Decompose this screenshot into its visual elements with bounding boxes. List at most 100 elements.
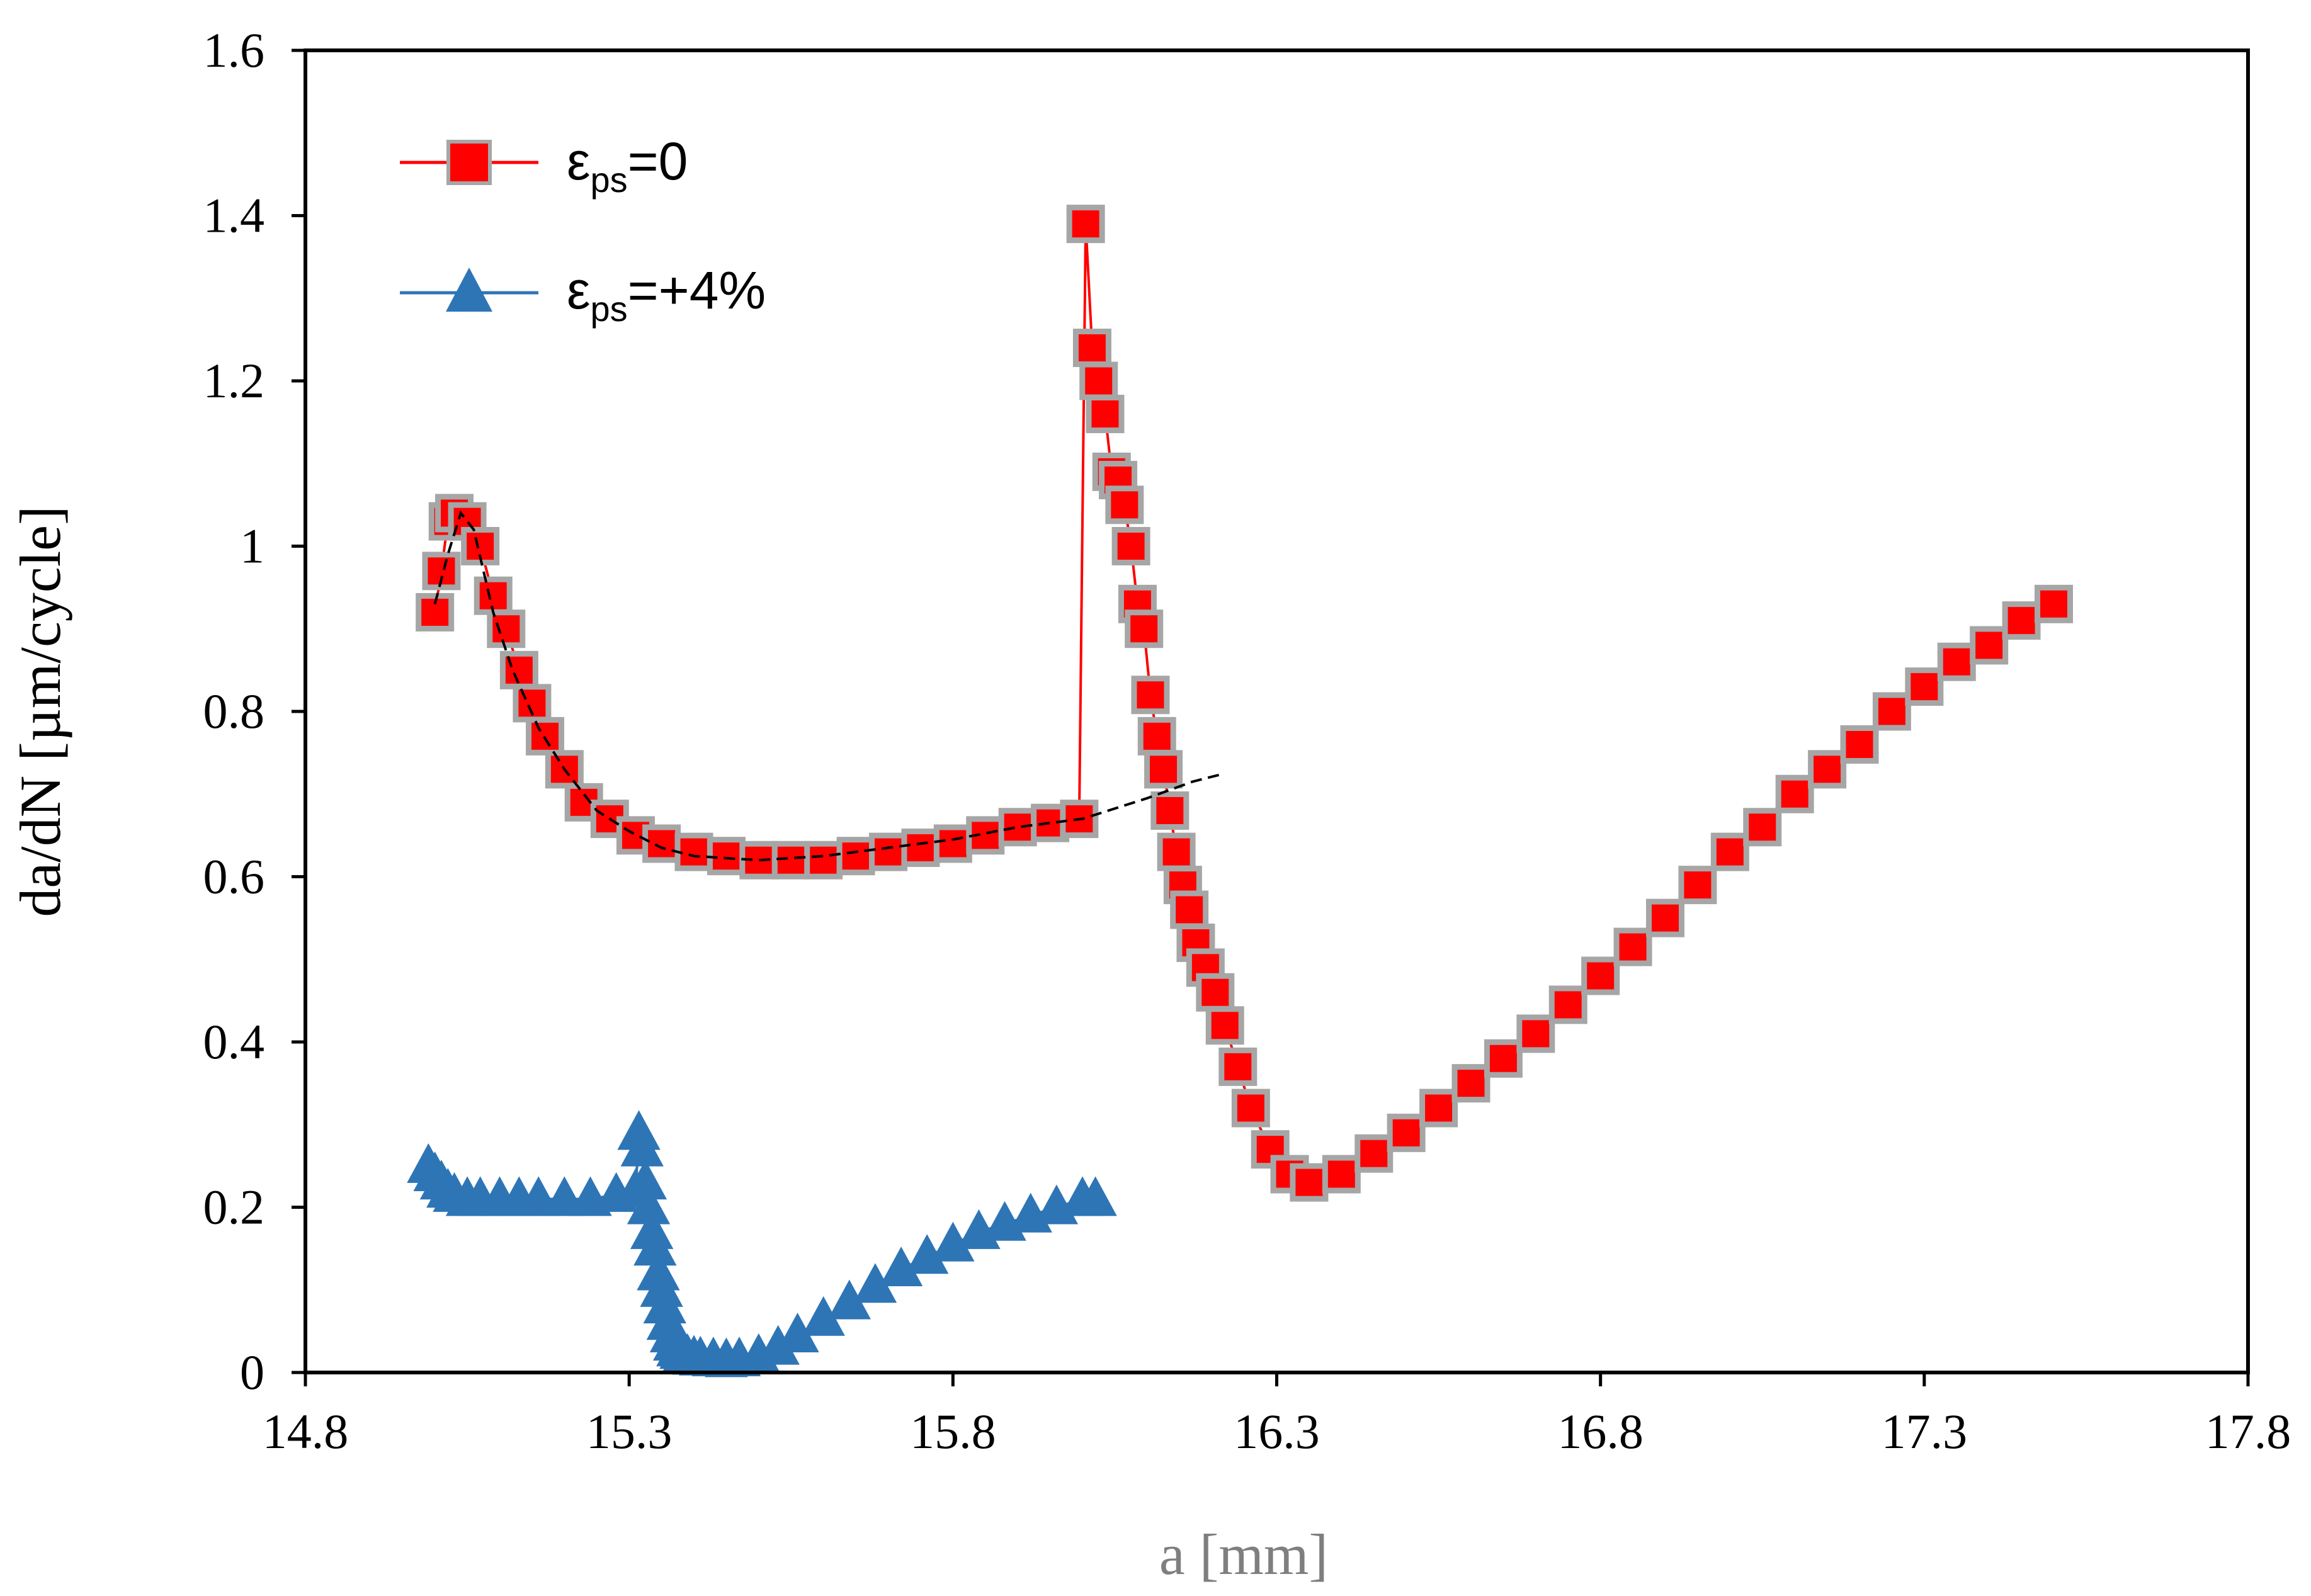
y-tick-label: 1.4 xyxy=(203,188,265,243)
series-1-point xyxy=(1419,1089,1458,1128)
y-tick-label: 1.2 xyxy=(203,353,265,408)
legend-triangle-marker xyxy=(446,268,492,312)
legend-label-series-2: εps=+4% xyxy=(567,261,766,329)
series-1-point xyxy=(1548,985,1587,1024)
series-1-point xyxy=(707,837,746,876)
series-1-point xyxy=(1840,725,1879,764)
axes: 14.8 15.3 15.8 16.3 16.8 17.3 17.8 0 0.2 0.4 0.6 0.… xyxy=(203,23,2291,1459)
series-1-point xyxy=(1086,395,1125,433)
legend-symbol-series-1: ε xyxy=(567,132,590,191)
y-axis-title: da/dN [µm/cycle] xyxy=(8,506,72,917)
series-2-point xyxy=(640,1267,683,1307)
series-1-point xyxy=(1144,750,1183,789)
series-1-point xyxy=(1205,1006,1244,1045)
legend-symbol-series-2: ε xyxy=(567,261,590,320)
series-1-point xyxy=(1150,791,1190,830)
series-1-point xyxy=(1231,1089,1270,1128)
x-tick-label: 17.8 xyxy=(2205,1404,2291,1459)
series-1-point xyxy=(1131,676,1170,715)
series-2-point xyxy=(630,1209,674,1249)
series-1-point xyxy=(1678,866,1717,905)
series-1-point xyxy=(1290,1163,1329,1202)
legend-suffix-series-2: =+4% xyxy=(628,261,766,320)
series-2-point xyxy=(827,1279,871,1320)
x-tick-label: 15.8 xyxy=(910,1404,996,1459)
legend-item-series-2: εps=+4% xyxy=(400,261,766,329)
series-1-point xyxy=(1218,1047,1258,1086)
y-tick-label: 0.6 xyxy=(203,849,265,904)
series-1-point xyxy=(1970,626,2009,665)
x-tick-label: 14.8 xyxy=(263,1404,349,1459)
series-1-point xyxy=(1137,716,1176,756)
series-1-point xyxy=(642,824,681,863)
series-1-point xyxy=(1775,774,1814,813)
series-1-point xyxy=(1516,1014,1555,1053)
series-1-point xyxy=(2002,601,2041,640)
series-2-point xyxy=(1074,1176,1117,1216)
series-1-point xyxy=(1710,832,1749,871)
legend-item-series-1: εps=0 xyxy=(400,132,688,200)
series-1-point xyxy=(1937,642,1976,681)
series-1-point xyxy=(1079,361,1118,400)
series-1-point xyxy=(474,576,513,615)
y-tick-label: 1.6 xyxy=(203,23,265,77)
y-tick-label: 0.4 xyxy=(203,1014,265,1069)
series-2-point xyxy=(617,1110,661,1150)
legend-square-marker xyxy=(446,140,492,185)
series-1-point xyxy=(1354,1134,1394,1173)
series-2-point xyxy=(620,1126,664,1167)
series-1-point xyxy=(901,829,940,868)
series-1-point xyxy=(1613,927,1652,966)
series-2-point xyxy=(853,1263,897,1303)
y-tick-label: 0.8 xyxy=(203,684,265,739)
y-tick-label: 1 xyxy=(240,519,264,574)
series-1-point xyxy=(869,832,907,871)
series-1-point xyxy=(1157,832,1196,871)
series-1-point xyxy=(1905,667,1944,706)
series-1-point xyxy=(933,824,972,863)
series-1-point xyxy=(771,840,810,880)
series-1-point xyxy=(998,808,1037,847)
legend-sub-series-1: ps xyxy=(590,160,627,200)
series-2-point xyxy=(931,1221,975,1262)
y-tick-label: 0.2 xyxy=(203,1180,265,1235)
series-1-point xyxy=(1808,750,1847,789)
series-1-point xyxy=(836,837,875,876)
series-2-point xyxy=(643,1284,686,1323)
y-tick-label: 0 xyxy=(240,1345,264,1400)
series-1-point xyxy=(1066,205,1105,244)
series-2-point xyxy=(623,1160,667,1200)
x-tick-label: 15.3 xyxy=(586,1404,673,1459)
series-1-point xyxy=(1581,956,1620,995)
series-2-point xyxy=(637,1250,680,1291)
series-2-point xyxy=(633,1226,677,1266)
series-1-point xyxy=(1111,527,1150,565)
series-1-point xyxy=(1484,1039,1523,1078)
legend-label-series-1: εps=0 xyxy=(567,132,688,200)
trend-line xyxy=(433,510,1225,862)
legend-suffix-series-1: =0 xyxy=(628,132,688,191)
series-2-point xyxy=(802,1296,845,1336)
legend-sub-series-2: ps xyxy=(590,289,627,329)
series-1-point xyxy=(525,716,564,756)
series-1-point xyxy=(1646,898,1684,937)
series-1-point xyxy=(1125,609,1164,648)
series-1-point xyxy=(1196,973,1235,1012)
series-1-point xyxy=(1322,1155,1361,1194)
series-2-point xyxy=(756,1325,800,1365)
series-1-point xyxy=(487,609,526,648)
legend: εps=0 εps=+4% xyxy=(400,132,766,329)
series-2-point xyxy=(776,1312,819,1352)
series-2-point xyxy=(879,1246,923,1286)
x-tick-label: 17.3 xyxy=(1882,1404,1968,1459)
series-2-point xyxy=(906,1234,949,1274)
series-1-point xyxy=(1872,692,1911,731)
x-axis-title: a [mm] xyxy=(1159,1522,1328,1587)
series-1-point xyxy=(1170,890,1209,929)
series-1-point xyxy=(1743,808,1782,847)
series-2-point xyxy=(627,1184,671,1225)
series-1-point xyxy=(1451,1064,1491,1103)
series-1-point xyxy=(1387,1113,1426,1152)
series-1-point xyxy=(1105,485,1144,524)
